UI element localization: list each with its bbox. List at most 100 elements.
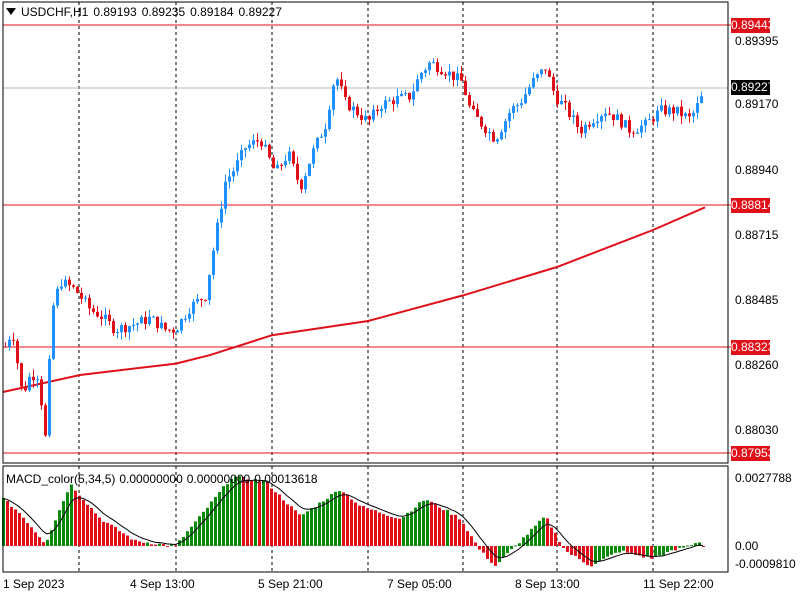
macd-bar (258, 481, 261, 546)
candle-body (380, 108, 383, 112)
candle-body (292, 151, 295, 164)
macd-bar (18, 513, 21, 546)
macd-bar (250, 480, 253, 546)
candle-body (668, 107, 671, 115)
candle-body (84, 297, 87, 299)
candle-body (596, 121, 599, 124)
candle-body (24, 386, 27, 391)
candle-body (648, 119, 651, 121)
candle-body (560, 100, 563, 105)
candle-body (120, 325, 123, 333)
candle-body (372, 109, 375, 120)
macd-bar (434, 503, 437, 546)
macd-bar (350, 499, 353, 546)
macd-bar (430, 501, 433, 546)
time-axis-label: 5 Sep 21:00 (258, 577, 323, 591)
macd-bar (638, 546, 641, 556)
candle-body (128, 326, 131, 333)
candle-body (252, 140, 255, 145)
candle-body (132, 324, 135, 327)
candle-body (88, 297, 91, 309)
macd-bar (582, 546, 585, 563)
macd-bar (6, 500, 9, 546)
macd-bar (218, 492, 221, 546)
macd-bar (126, 535, 129, 546)
macd-bar (26, 523, 29, 546)
candle-body (600, 116, 603, 122)
macd-bar (454, 514, 457, 546)
candle-body (328, 109, 331, 130)
macd-axis-label: 0.0027788 (735, 471, 792, 485)
dropdown-triangle-icon[interactable] (6, 8, 16, 15)
candle-body (652, 119, 655, 122)
candle-body (364, 116, 367, 120)
candle-body (56, 288, 59, 306)
macd-bar (642, 546, 645, 558)
candle-body (448, 71, 451, 76)
candle-body (420, 72, 423, 80)
macd-bar (82, 499, 85, 546)
macd-bar (206, 507, 209, 546)
macd-bar (302, 514, 305, 546)
macd-bar (170, 544, 173, 546)
macd-bar (382, 514, 385, 546)
candle-body (464, 80, 467, 96)
macd-bar (562, 546, 565, 548)
candle-body (36, 379, 39, 381)
candle-body (52, 305, 55, 359)
candle-body (592, 123, 595, 127)
candle-body (632, 132, 635, 134)
macd-bar (70, 484, 73, 546)
candle-body (320, 136, 323, 138)
macd-bar (202, 511, 205, 546)
macd-bar (666, 546, 669, 552)
macd-bar (54, 520, 57, 546)
price-axis-label: 0.88940 (735, 163, 779, 177)
macd-title: MACD_color(5,34,5) 0.00000000 0.00000000 0.… (6, 472, 322, 486)
macd-bar (66, 492, 69, 546)
macd-bar (554, 532, 557, 546)
macd-bar (46, 539, 49, 546)
candle-body (480, 116, 483, 127)
candle-body (260, 141, 263, 147)
macd-bar (694, 543, 697, 546)
macd-bar (370, 509, 373, 546)
price-axis-label: 0.88030 (735, 423, 779, 437)
time-axis-label: 1 Sep 2023 (3, 577, 65, 591)
macd-bar (366, 508, 369, 546)
candle-body (452, 71, 455, 80)
candle-body (276, 164, 279, 169)
macd-bar (474, 542, 477, 546)
candle-body (400, 93, 403, 97)
macd-bar (418, 502, 421, 546)
candle-body (104, 314, 107, 319)
macd-bar (62, 501, 65, 546)
macd-bar (186, 531, 189, 546)
time-axis-label: 8 Sep 13:00 (515, 577, 580, 591)
macd-bar (490, 546, 493, 563)
candle-body (384, 100, 387, 109)
macd-bar (98, 517, 101, 546)
macd-value-2: 0.00000000 (186, 472, 251, 486)
macd-bar (306, 511, 309, 546)
candle-body (212, 250, 215, 275)
candle-body (528, 87, 531, 95)
candle-body (64, 279, 67, 287)
candle-body (676, 106, 679, 114)
macd-bar (498, 546, 501, 563)
candle-body (520, 103, 523, 106)
candle-body (556, 90, 559, 105)
macd-bar (270, 488, 273, 546)
candle-body (640, 125, 643, 133)
candle-body (476, 109, 479, 117)
macd-bar (226, 484, 229, 546)
candle-body (148, 316, 151, 324)
candle-body (304, 176, 307, 190)
candle-body (612, 114, 615, 121)
candle-body (228, 176, 231, 182)
macd-bar (622, 546, 625, 551)
macd-bar (110, 524, 113, 546)
macd-bar (282, 500, 285, 546)
macd-bar (422, 500, 425, 546)
